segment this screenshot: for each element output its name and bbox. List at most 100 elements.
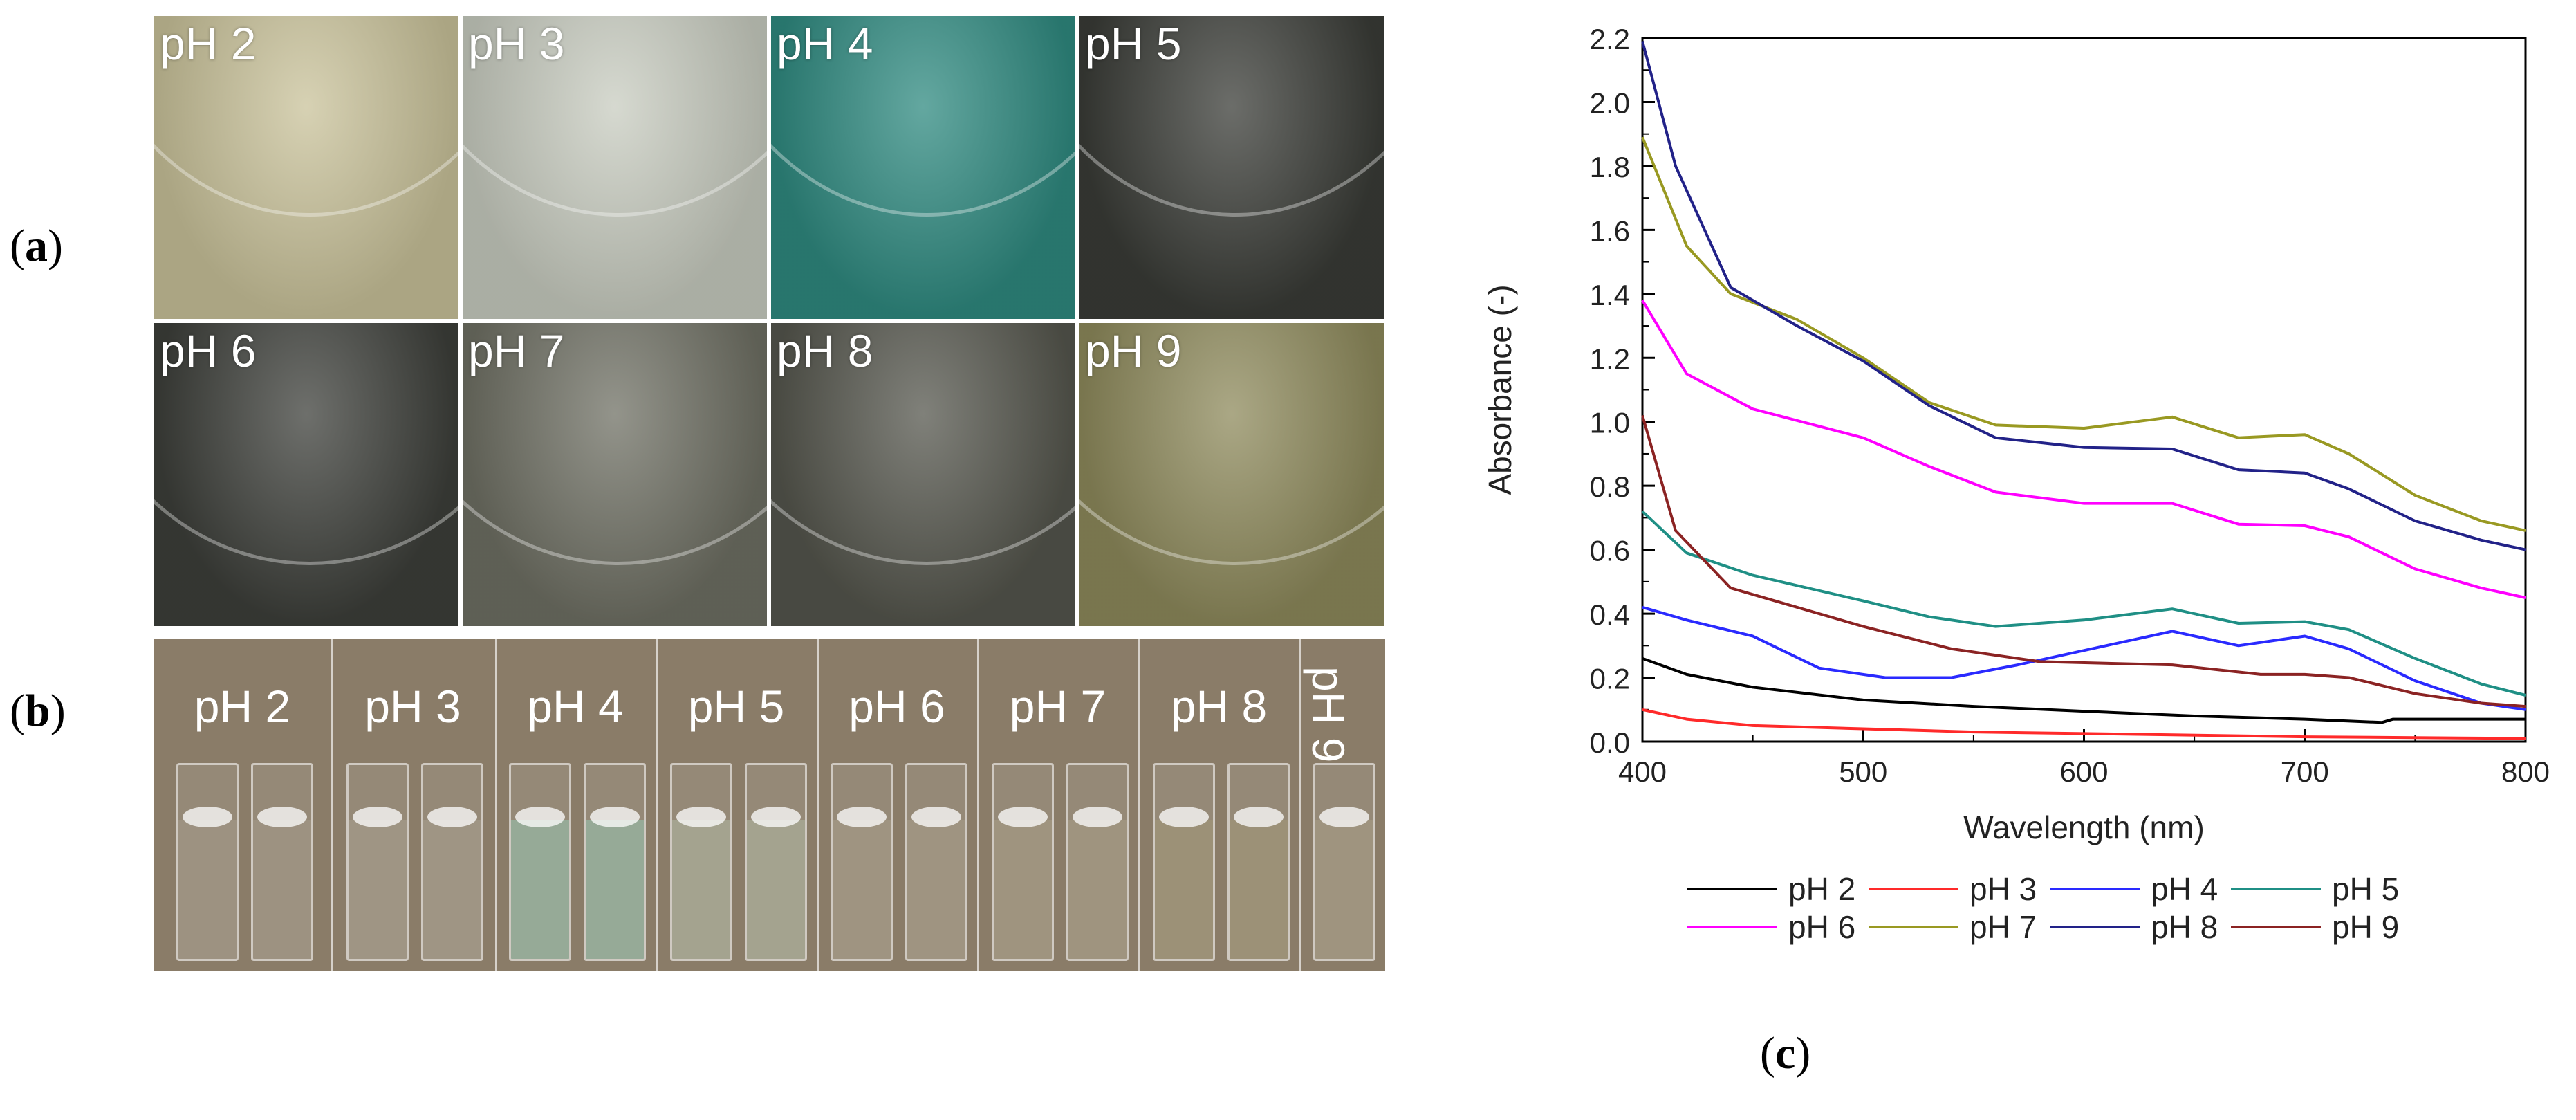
legend-label: pH 5: [2332, 871, 2400, 907]
photo-tile: pH 6: [154, 323, 458, 626]
legend-label: pH 4: [2151, 871, 2218, 907]
legend-label: pH 2: [1788, 871, 1856, 907]
photo-tile: pH 3: [463, 16, 767, 319]
series-line: [1641, 136, 2526, 532]
x-tick-label: 800: [2501, 755, 2550, 788]
legend-swatch: [1869, 888, 1958, 890]
x-tick-label: 500: [1839, 755, 1887, 788]
cuvette-separator: [1138, 639, 1140, 971]
cuvette-label: pH 9: [1303, 666, 1354, 763]
cuvette-meniscus: [837, 807, 887, 827]
cuvette: [1152, 763, 1215, 961]
series-line: [1641, 41, 2526, 551]
photo-tile: pH 8: [771, 323, 1075, 626]
cuvette-slot: pH 6: [817, 639, 977, 971]
cuvette-separator: [1299, 639, 1301, 971]
y-tick-label: 1.0: [1590, 407, 1630, 439]
cuvette-meniscus: [590, 807, 640, 827]
y-tick-label: 0.2: [1590, 663, 1630, 695]
photo-tile: pH 7: [463, 323, 767, 626]
cuvette: [991, 763, 1054, 961]
panel-letter-c: c: [1775, 1028, 1796, 1078]
legend-item: pH 2: [1687, 868, 1855, 910]
cuvette-slot: pH 8: [1138, 639, 1299, 971]
absorbance-chart: 0.0 0.2 0.4 0.6 0.8 1.0 1.2 1.4 1.6 1.8 2.0 2.2 400 5…: [1482, 23, 2550, 845]
photo-tile-label: pH 5: [1085, 18, 1182, 69]
cuvette-label: pH 6: [849, 681, 945, 732]
photo-tile: pH 2: [154, 16, 458, 319]
legend-label: pH 6: [1788, 909, 1856, 945]
cuvette-label: pH 7: [1009, 681, 1106, 732]
cuvette-label: pH 4: [527, 681, 624, 732]
cuvette-slot: pH 3: [331, 639, 495, 971]
legend-swatch: [1687, 888, 1777, 890]
y-tick-label: 1.4: [1590, 279, 1630, 311]
cuvette-meniscus: [427, 807, 477, 827]
cuvette: [1066, 763, 1129, 961]
photo-tile-label: pH 9: [1085, 325, 1182, 376]
legend-label: pH 8: [2151, 909, 2218, 945]
photo-tile-label: pH 4: [777, 18, 873, 69]
cuvette-meniscus: [750, 807, 801, 827]
cuvette: [744, 763, 807, 961]
series-line: [1641, 510, 2526, 697]
petri-dish-rim: [771, 16, 1075, 217]
cuvette-label: pH 5: [687, 681, 785, 732]
legend-item: pH 8: [2050, 906, 2218, 948]
petri-dish-rim: [154, 16, 458, 217]
cuvette: [905, 763, 967, 961]
y-tick-label: 0.0: [1590, 726, 1630, 759]
y-axis-title: Absorbance (-): [1482, 284, 1518, 495]
photo-tile: pH 4: [771, 16, 1075, 319]
cuvette-solution: [423, 820, 481, 959]
cuvette: [1313, 763, 1375, 961]
cuvette-slot: pH 7: [977, 639, 1138, 971]
legend-item: pH 7: [1869, 906, 2037, 948]
cuvette-photo: pH 2 pH 3 pH 4 pH 5 pH 6 pH 7 pH 8 pH 9: [154, 639, 1385, 971]
cuvette-meniscus: [182, 807, 232, 827]
cuvette-separator: [656, 639, 658, 971]
legend-swatch: [2231, 888, 2321, 890]
cuvette: [176, 763, 239, 961]
cuvette-solution: [746, 820, 805, 959]
cuvette-meniscus: [997, 807, 1048, 827]
legend-item: pH 4: [2050, 868, 2218, 910]
series-line: [1641, 414, 2526, 708]
y-tick-label: 0.8: [1590, 470, 1630, 503]
cuvette-label: pH 8: [1170, 681, 1268, 732]
y-tick-label: 2.0: [1590, 86, 1630, 119]
y-tick-label: 1.8: [1590, 151, 1630, 183]
cuvette-solution: [586, 820, 644, 959]
x-tick-label: 600: [2059, 755, 2108, 788]
y-tick-label: 0.4: [1590, 598, 1630, 631]
legend-swatch: [1869, 926, 1958, 928]
cuvette: [831, 763, 893, 961]
cuvette-slot: pH 5: [656, 639, 817, 971]
cuvette-separator: [331, 639, 333, 971]
cuvette-meniscus: [515, 807, 565, 827]
petri-dish-rim: [771, 323, 1075, 565]
y-tick-label: 1.2: [1590, 342, 1630, 375]
cuvette: [421, 763, 483, 961]
y-tick-label: 2.2: [1590, 23, 1630, 55]
cuvette-meniscus: [1319, 807, 1369, 827]
legend-swatch: [1687, 926, 1777, 928]
petri-dish-rim: [1079, 323, 1384, 565]
legend-label: pH 7: [1970, 909, 2037, 945]
petri-dish-rim: [463, 16, 767, 217]
y-tick-label: 1.6: [1590, 214, 1630, 247]
cuvette-separator: [495, 639, 497, 971]
petri-dish-rim: [463, 323, 767, 565]
panel-label-a: (a): [10, 221, 63, 271]
panel-letter-b: b: [24, 686, 50, 736]
photo-tile-label: pH 7: [468, 325, 565, 376]
legend-label: pH 9: [2332, 909, 2400, 945]
cuvette-meniscus: [1158, 807, 1209, 827]
cuvette-slot: pH 2: [154, 639, 331, 971]
legend-item: pH 5: [2231, 868, 2399, 910]
cuvette-slot: pH 4: [495, 639, 656, 971]
cuvette-label: pH 3: [364, 681, 461, 732]
legend-item: pH 6: [1687, 906, 1855, 948]
legend-label: pH 3: [1970, 871, 2037, 907]
series-line: [1642, 708, 2526, 740]
